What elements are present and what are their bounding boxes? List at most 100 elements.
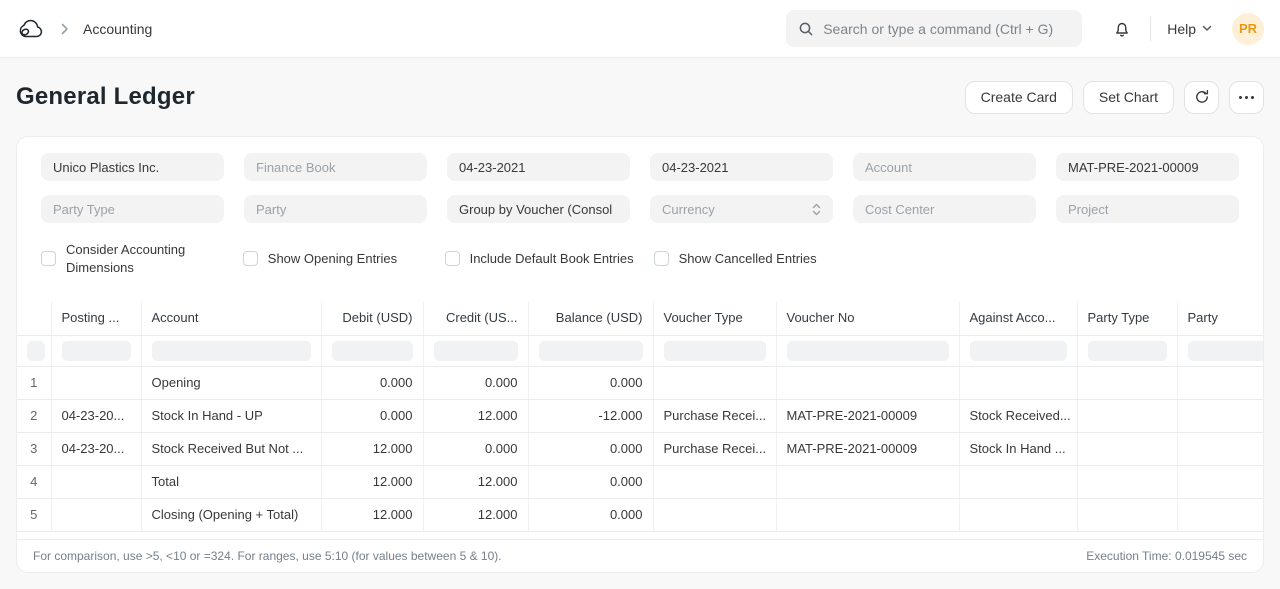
filter-from-date[interactable]: 04-23-2021 bbox=[447, 153, 630, 181]
cell[interactable] bbox=[1077, 366, 1177, 399]
checkbox[interactable] bbox=[654, 251, 669, 266]
column-header-against-acco[interactable]: Against Acco... bbox=[959, 301, 1077, 335]
cell[interactable]: 04-23-20... bbox=[51, 399, 141, 432]
cell[interactable] bbox=[51, 366, 141, 399]
cell[interactable]: 0.000 bbox=[528, 498, 653, 531]
cell[interactable]: Opening bbox=[141, 366, 321, 399]
cell[interactable]: 12.000 bbox=[321, 498, 423, 531]
column-header-voucher-no[interactable]: Voucher No bbox=[776, 301, 959, 335]
checkbox-item-2[interactable]: Include Default Book Entries bbox=[445, 241, 634, 276]
filter-voucher-no[interactable]: MAT-PRE-2021-00009 bbox=[1056, 153, 1239, 181]
help-menu[interactable]: Help bbox=[1167, 21, 1212, 37]
cell[interactable]: 04-23-20... bbox=[51, 432, 141, 465]
column-filter-input[interactable] bbox=[970, 341, 1067, 361]
cell[interactable] bbox=[1177, 498, 1263, 531]
cell[interactable]: Stock Received... bbox=[959, 399, 1077, 432]
checkbox[interactable] bbox=[243, 251, 258, 266]
cell[interactable] bbox=[959, 465, 1077, 498]
cell[interactable] bbox=[1177, 465, 1263, 498]
cell[interactable] bbox=[1177, 366, 1263, 399]
filter-project[interactable]: Project bbox=[1056, 195, 1239, 223]
cell[interactable]: Purchase Recei... bbox=[653, 432, 776, 465]
column-filter-input[interactable] bbox=[787, 341, 949, 361]
cell[interactable]: 12.000 bbox=[321, 432, 423, 465]
cell[interactable]: 0.000 bbox=[528, 432, 653, 465]
cell[interactable]: 12.000 bbox=[321, 465, 423, 498]
cell[interactable]: MAT-PRE-2021-00009 bbox=[776, 432, 959, 465]
checkbox-item-3[interactable]: Show Cancelled Entries bbox=[654, 241, 836, 276]
app-logo-cloud-icon[interactable] bbox=[16, 18, 46, 40]
filter-group-by[interactable]: Group by Voucher (Consol bbox=[447, 195, 630, 223]
filter-finance-book[interactable]: Finance Book bbox=[244, 153, 427, 181]
column-filter-input[interactable] bbox=[1088, 341, 1167, 361]
notifications-bell-icon[interactable] bbox=[1112, 19, 1132, 39]
cell[interactable] bbox=[653, 465, 776, 498]
avatar[interactable]: PR bbox=[1232, 13, 1264, 45]
set-chart-button[interactable]: Set Chart bbox=[1083, 81, 1174, 114]
cell[interactable] bbox=[51, 498, 141, 531]
checkbox[interactable] bbox=[445, 251, 460, 266]
cell[interactable] bbox=[653, 366, 776, 399]
cell[interactable]: Stock In Hand ... bbox=[959, 432, 1077, 465]
column-filter-input[interactable] bbox=[664, 341, 766, 361]
cell[interactable] bbox=[959, 366, 1077, 399]
cell[interactable]: 0.000 bbox=[528, 366, 653, 399]
filter-to-date[interactable]: 04-23-2021 bbox=[650, 153, 833, 181]
cell[interactable] bbox=[776, 498, 959, 531]
column-filter-input[interactable] bbox=[1188, 341, 1264, 361]
column-header-credit-us[interactable]: Credit (US... bbox=[423, 301, 528, 335]
cell[interactable]: Stock In Hand - UP bbox=[141, 399, 321, 432]
search-input[interactable]: Search or type a command (Ctrl + G) bbox=[786, 10, 1082, 47]
column-header-voucher-type[interactable]: Voucher Type bbox=[653, 301, 776, 335]
cell[interactable]: 12.000 bbox=[423, 465, 528, 498]
column-header-index[interactable] bbox=[17, 301, 51, 335]
column-filter-input[interactable] bbox=[332, 341, 413, 361]
column-header-party-type[interactable]: Party Type bbox=[1077, 301, 1177, 335]
breadcrumb-accounting[interactable]: Accounting bbox=[83, 21, 152, 37]
cell[interactable]: 12.000 bbox=[423, 399, 528, 432]
table-row[interactable]: 304-23-20...Stock Received But Not ...12… bbox=[17, 432, 1263, 465]
create-card-button[interactable]: Create Card bbox=[965, 81, 1073, 114]
checkbox-item-0[interactable]: Consider Accounting Dimensions bbox=[41, 241, 223, 276]
cell[interactable]: 0.000 bbox=[423, 366, 528, 399]
column-header-posting[interactable]: Posting ... bbox=[51, 301, 141, 335]
cell[interactable]: 12.000 bbox=[423, 498, 528, 531]
checkbox-item-1[interactable]: Show Opening Entries bbox=[243, 241, 425, 276]
column-filter-input[interactable] bbox=[539, 341, 643, 361]
cell[interactable]: 0.000 bbox=[321, 366, 423, 399]
cell[interactable]: 0.000 bbox=[528, 465, 653, 498]
checkbox[interactable] bbox=[41, 251, 56, 266]
column-header-account[interactable]: Account bbox=[141, 301, 321, 335]
cell[interactable]: MAT-PRE-2021-00009 bbox=[776, 399, 959, 432]
cell[interactable] bbox=[776, 465, 959, 498]
filter-cost-center[interactable]: Cost Center bbox=[853, 195, 1036, 223]
cell[interactable] bbox=[1077, 498, 1177, 531]
cell[interactable] bbox=[959, 498, 1077, 531]
cell[interactable] bbox=[776, 366, 959, 399]
table-row[interactable]: 4Total12.00012.0000.000 bbox=[17, 465, 1263, 498]
cell[interactable] bbox=[1177, 399, 1263, 432]
filter-party[interactable]: Party bbox=[244, 195, 427, 223]
column-header-party[interactable]: Party bbox=[1177, 301, 1263, 335]
cell[interactable]: -12.000 bbox=[528, 399, 653, 432]
cell[interactable]: Purchase Recei... bbox=[653, 399, 776, 432]
column-filter-input[interactable] bbox=[27, 341, 45, 361]
column-filter-input[interactable] bbox=[62, 341, 131, 361]
filter-account[interactable]: Account bbox=[853, 153, 1036, 181]
table-row[interactable]: 1Opening0.0000.0000.000 bbox=[17, 366, 1263, 399]
filter-company[interactable]: Unico Plastics Inc. bbox=[41, 153, 224, 181]
cell[interactable] bbox=[1177, 432, 1263, 465]
filter-currency[interactable]: Currency bbox=[650, 195, 833, 223]
cell[interactable] bbox=[1077, 465, 1177, 498]
cell[interactable]: Closing (Opening + Total) bbox=[141, 498, 321, 531]
cell[interactable] bbox=[653, 498, 776, 531]
cell[interactable] bbox=[1077, 399, 1177, 432]
more-options-button[interactable] bbox=[1229, 81, 1264, 114]
column-header-debit-usd[interactable]: Debit (USD) bbox=[321, 301, 423, 335]
refresh-button[interactable] bbox=[1184, 81, 1219, 114]
cell[interactable]: Stock Received But Not ... bbox=[141, 432, 321, 465]
cell[interactable] bbox=[1077, 432, 1177, 465]
table-row[interactable]: 204-23-20...Stock In Hand - UP0.00012.00… bbox=[17, 399, 1263, 432]
cell[interactable]: 0.000 bbox=[321, 399, 423, 432]
column-filter-input[interactable] bbox=[434, 341, 518, 361]
